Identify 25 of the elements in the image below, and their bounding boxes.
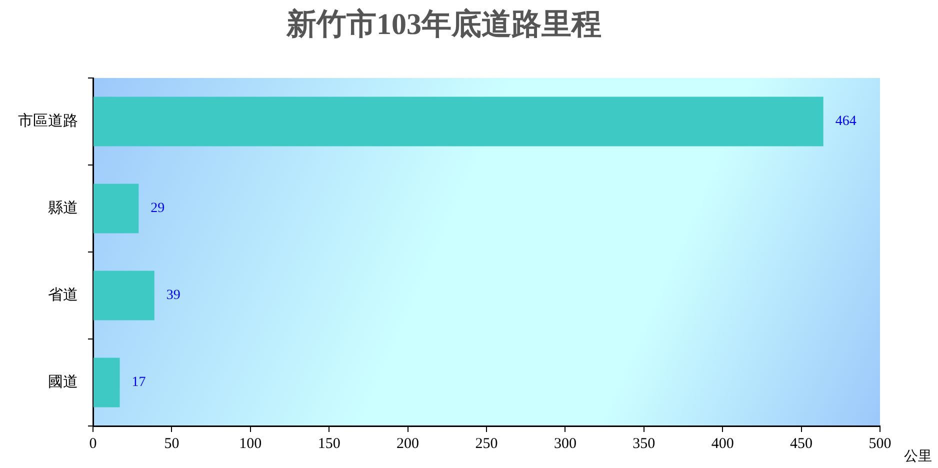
x-tick-label: 500 — [868, 436, 892, 452]
y-tick-label: 縣道 — [48, 199, 78, 216]
chart-title: 新竹市103年底道路里程 — [286, 6, 602, 41]
y-tick-label: 省道 — [48, 286, 78, 304]
y-tick-label: 市區道路 — [18, 112, 78, 130]
bar — [94, 358, 120, 408]
data-label: 39 — [166, 288, 180, 304]
x-tick-label: 300 — [554, 436, 576, 452]
data-label: 464 — [835, 114, 856, 130]
x-tick-label: 250 — [475, 436, 498, 452]
x-tick-label: 150 — [318, 436, 340, 452]
x-tick-label: 50 — [164, 436, 180, 452]
data-label: 17 — [132, 375, 146, 390]
x-tick-label: 450 — [790, 436, 813, 452]
bar — [94, 96, 824, 146]
data-label: 29 — [150, 201, 165, 216]
x-tick-label: 200 — [396, 436, 420, 452]
x-tick-label: 100 — [239, 436, 262, 452]
x-axis-title: 公里 — [904, 448, 932, 465]
bar — [94, 184, 139, 234]
bar — [94, 270, 154, 320]
x-tick-label: 0 — [89, 436, 97, 452]
x-tick-label: 400 — [711, 436, 734, 452]
x-tick-label: 350 — [632, 436, 656, 452]
y-tick-label: 國道 — [48, 373, 78, 390]
